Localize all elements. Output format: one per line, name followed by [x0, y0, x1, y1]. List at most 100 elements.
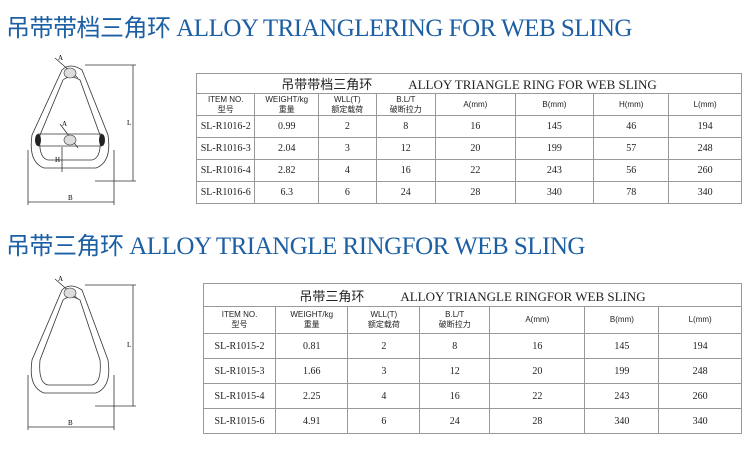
table-cell: 6.3 — [254, 181, 319, 204]
section1-heading: 吊带带档三角环 ALLOY TRIANGLERING FOR WEB SLING — [6, 8, 632, 43]
column-header: H(mm) — [593, 93, 670, 116]
header-en: WLL(T) — [333, 94, 361, 104]
column-header: B.L/T 破断拉力 — [375, 93, 436, 116]
header-cn: 重量 — [303, 320, 320, 329]
table-cell: 243 — [514, 159, 595, 182]
header-en: B(mm) — [609, 315, 634, 324]
table-cell: 199 — [514, 137, 595, 160]
column-header: ITEM NO. 型号 — [195, 93, 256, 116]
header-cn: 重量 — [278, 104, 295, 114]
table-cell: 56 — [593, 159, 670, 182]
table-cell: 24 — [419, 408, 491, 434]
header-cn: 破断拉力 — [389, 104, 422, 114]
table-cell: 340 — [514, 181, 595, 204]
header-en: WEIGHT/kg — [265, 94, 309, 104]
table-cell: SL-R1015-6 — [202, 408, 277, 434]
column-header: A(mm) — [489, 306, 586, 334]
table-cell: 199 — [584, 358, 660, 384]
label-b: B — [68, 194, 73, 202]
table-cell: 248 — [658, 358, 742, 384]
header-cn: 破断拉力 — [438, 320, 471, 329]
table-cell: 145 — [514, 115, 595, 138]
title-en: ALLOY TRIANGLE RINGFOR WEB SLING — [400, 288, 646, 304]
table-cell: 16 — [489, 333, 586, 359]
header-en: WEIGHT/kg — [290, 310, 334, 319]
table-cell: 2 — [347, 333, 421, 359]
table-cell: 4 — [317, 159, 377, 182]
table-cell: SL-R1016-6 — [195, 181, 256, 204]
heading-en: ALLOY TRIANGLE RINGFOR WEB SLING — [129, 233, 585, 260]
table-cell: 16 — [419, 383, 491, 409]
table-cell: 16 — [434, 115, 516, 138]
table-cell: SL-R1016-2 — [195, 115, 256, 138]
column-header: L(mm) — [668, 93, 742, 116]
table-cell: 340 — [668, 181, 742, 204]
table-row: SL-R1015-6 4.91 6 24 28 340 340 — [202, 408, 742, 434]
ring-diagram-with-bar: A A H L B — [27, 54, 136, 205]
title-en: ALLOY TRIANGLE RING FOR WEB SLING — [408, 77, 657, 92]
header-en: ITEM NO. — [221, 310, 258, 319]
table-cell: 2 — [317, 115, 377, 138]
table-cell: 1.66 — [275, 358, 349, 384]
table-cell: 4 — [347, 383, 421, 409]
column-header: WLL(T) 额定载荷 — [317, 93, 377, 116]
table-row: SL-R1015-2 0.81 2 8 16 145 194 — [202, 333, 742, 359]
table-cell: 46 — [593, 115, 670, 138]
table-cell: 3 — [347, 358, 421, 384]
table-cell: 2.82 — [254, 159, 319, 182]
table-cell: 2.25 — [275, 383, 349, 409]
title-cn: 吊带带档三角环 — [281, 77, 373, 92]
spec-table-1015: 吊带三角环 ALLOY TRIANGLE RINGFOR WEB SLING ITE… — [202, 283, 742, 434]
label-a: A — [58, 275, 63, 283]
table-cell: 20 — [434, 137, 516, 160]
table-cell: 340 — [658, 408, 742, 434]
table-cell: SL-R1015-3 — [202, 358, 277, 384]
table-row: SL-R1015-3 1.66 3 12 20 199 248 — [202, 358, 742, 384]
column-header: ITEM NO. 型号 — [202, 306, 277, 334]
table-cell: 0.81 — [275, 333, 349, 359]
header-en: A(mm) — [525, 315, 550, 324]
table-cell: 2.04 — [254, 137, 319, 160]
heading-cn: 吊带带档三角环 — [6, 14, 171, 42]
table-cell: 0.99 — [254, 115, 319, 138]
table-cell: 12 — [375, 137, 436, 160]
table-cell: 6 — [317, 181, 377, 204]
label-h: H — [55, 156, 60, 164]
column-header: B.L/T 破断拉力 — [419, 306, 491, 334]
table-cell: 248 — [668, 137, 742, 160]
header-en: ITEM NO. — [207, 94, 244, 104]
column-header: A(mm) — [434, 93, 516, 116]
table-cell: 194 — [668, 115, 742, 138]
label-b: B — [68, 419, 73, 427]
header-en: A(mm) — [463, 99, 488, 109]
column-header: B(mm) — [584, 306, 660, 334]
header-cn: 额定载荷 — [367, 320, 400, 329]
table-cell: 12 — [419, 358, 491, 384]
table-cell: SL-R1015-2 — [202, 333, 277, 359]
table-title: 吊带带档三角环 ALLOY TRIANGLE RING FOR WEB SLING — [196, 73, 742, 94]
table-cell: 28 — [434, 181, 516, 204]
table-cell: 145 — [584, 333, 660, 359]
header-en: WLL(T) — [370, 310, 398, 319]
column-header: WEIGHT/kg 重量 — [275, 306, 349, 334]
ring-diagram: A L B — [27, 275, 136, 430]
table-cell: 24 — [375, 181, 436, 204]
table-row: SL-R1016-4 2.82 4 16 22 243 56 260 — [195, 159, 742, 182]
column-header: L(mm) — [658, 306, 742, 334]
label-l: L — [127, 341, 131, 349]
column-header: B(mm) — [514, 93, 595, 116]
table-cell: 340 — [584, 408, 660, 434]
table-row: SL-R1016-6 6.3 6 24 28 340 78 340 — [195, 181, 742, 204]
table-cell: 22 — [434, 159, 516, 182]
header-en: B.L/T — [396, 94, 416, 104]
table-cell: 3 — [317, 137, 377, 160]
table-cell: 6 — [347, 408, 421, 434]
spec-table-1016: 吊带带档三角环 ALLOY TRIANGLE RING FOR WEB SLING… — [195, 73, 742, 204]
label-a: A — [62, 120, 67, 128]
heading-en: ALLOY TRIANGLERING FOR WEB SLING — [176, 15, 632, 42]
section2-heading: 吊带三角环 ALLOY TRIANGLE RINGFOR WEB SLING — [6, 226, 585, 261]
table-cell: 78 — [593, 181, 670, 204]
table-cell: 20 — [489, 358, 586, 384]
header-en: H(mm) — [618, 99, 644, 109]
label-l: L — [127, 119, 131, 127]
